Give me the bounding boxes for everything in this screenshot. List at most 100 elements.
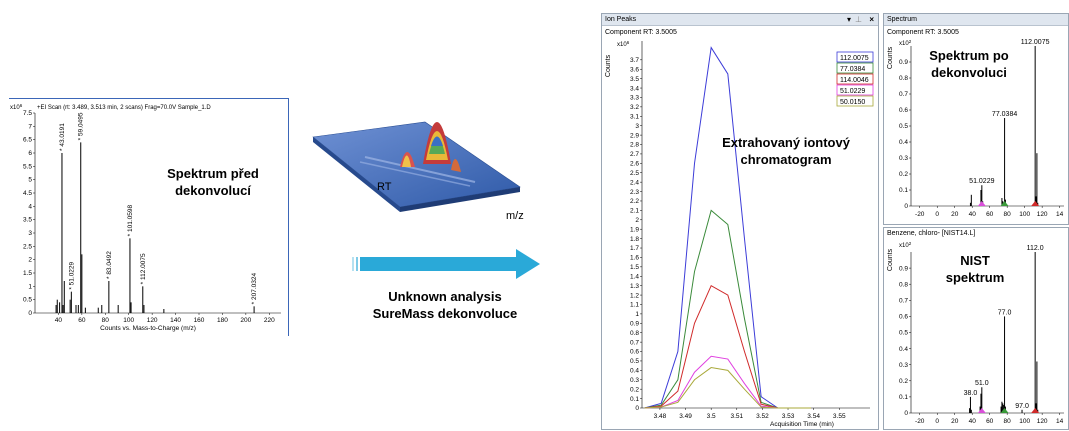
- mz-label: m/z: [506, 210, 524, 222]
- scan-y-tick-label: 3.5: [23, 217, 32, 224]
- surface-front: [400, 187, 520, 212]
- deconv-peak-label: 51.0229: [969, 178, 994, 185]
- ion-peaks-pane-title: Ion Peaks: [605, 16, 637, 23]
- process-arrow-stripe: [356, 257, 358, 271]
- eic-y-tick-label: 1.1: [630, 302, 639, 309]
- eic-y-tick-label: 1.5: [630, 264, 639, 271]
- nist-spectrum-label: NIST spektrum: [935, 252, 1015, 286]
- scan-peak-label: * 83.0492: [106, 251, 113, 279]
- scan-y-tick-label: 2: [28, 257, 32, 264]
- scan-peak-label: * 101.0598: [127, 205, 134, 237]
- eic-legend-label: 77.0384: [840, 66, 865, 73]
- process-arrow-head: [516, 249, 540, 279]
- nist-x-tick-label: 80: [1004, 418, 1012, 425]
- pane-close-icon[interactable]: ×: [869, 15, 874, 24]
- 3d-surface-plot: [312, 121, 521, 212]
- nist-x-tick-label: 0: [935, 418, 939, 425]
- before-label-line-2: dekonvolucí: [175, 183, 251, 198]
- eic-x-tick-label: 3.54: [807, 413, 820, 420]
- deconv-y-axis-label: Counts: [887, 46, 894, 69]
- after-deconvolution-label: Spektrum po dekonvoluci: [915, 47, 1023, 81]
- eic-y-tick-label: 2.4: [630, 179, 639, 186]
- deconv-x-tick-label: 0: [935, 211, 939, 218]
- surface-side: [313, 137, 400, 212]
- surface-ridge: [359, 161, 471, 187]
- deconv-subtitle: Component RT: 3.5005: [887, 29, 959, 36]
- deconv-x-tick-label: -20: [915, 211, 925, 218]
- surface-peak-side: [451, 158, 461, 172]
- surface-peak-large: [431, 136, 443, 146]
- eic-series-line: [644, 355, 812, 409]
- eic-multiplier: x106: [617, 40, 630, 48]
- scan-y-tick-label: 4.5: [23, 190, 32, 197]
- eic-x-tick-label: 3.49: [679, 413, 692, 420]
- scan-y-tick-label: 5: [28, 177, 32, 184]
- scan-y-tick-label: 0: [28, 310, 32, 317]
- surface-ridge: [364, 156, 476, 183]
- process-arrow: [352, 249, 540, 279]
- scan-y-tick-label: 6.5: [23, 137, 32, 144]
- eic-y-tick-label: 0.3: [630, 377, 639, 384]
- nist-pane-title: Benzene, chloro- [NIST14.L]: [887, 230, 976, 237]
- scan-panel: +EI Scan (rt: 3.489, 3.513 min, 2 scans)…: [9, 98, 289, 336]
- scan-x-tick-label: 60: [78, 317, 86, 324]
- deconv-y-tick-label: 0.2: [899, 171, 908, 178]
- eic-y-tick-label: 3.3: [630, 95, 639, 102]
- eic-y-tick-label: 1.4: [630, 273, 639, 280]
- ion-peaks-pane: Ion Peaks ▾ ⊥ × Component RT: 3.5005 x106…: [601, 13, 879, 430]
- pane-dropdown-icon[interactable]: ▾: [846, 15, 851, 24]
- scan-x-tick-label: 140: [170, 317, 181, 324]
- eic-x-tick-label: 3.51: [730, 413, 743, 420]
- scan-y-tick-label: 1: [28, 283, 32, 290]
- scan-peak-label: * 59.0495: [78, 112, 85, 140]
- scan-y-tick-label: 7: [28, 123, 32, 130]
- eic-y-tick-label: 2.8: [630, 142, 639, 149]
- eic-legend-label: 50.0150: [840, 99, 865, 106]
- eic-y-tick-label: 0.4: [630, 368, 639, 375]
- eic-y-tick-label: 1: [635, 311, 639, 318]
- deconv-peak-label: 112.0075: [1021, 39, 1050, 46]
- eic-x-tick-label: 3.52: [756, 413, 769, 420]
- scan-y-tick-label: 6: [28, 150, 32, 157]
- deconv-y-tick-label: 0: [904, 203, 908, 210]
- eic-y-tick-label: 1.2: [630, 292, 639, 299]
- eic-y-tick-label: 3.2: [630, 104, 639, 111]
- eic-legend-box: [836, 73, 874, 85]
- scan-y-tick-label: 3: [28, 230, 32, 237]
- nist-x-tick-label: 60: [986, 418, 994, 425]
- after-label-line-1: Spektrum po: [929, 48, 1009, 63]
- eic-y-tick-label: 1.9: [630, 226, 639, 233]
- deconv-x-tick-label: 60: [986, 211, 994, 218]
- nist-y-tick-label: 0.3: [899, 362, 908, 369]
- nist-peak-label: 38.0: [964, 390, 978, 397]
- nist-y-tick-label: 0.2: [899, 378, 908, 385]
- scan-y-tick-label: 7.5: [23, 110, 32, 117]
- deconv-multiplier: x102: [899, 39, 912, 47]
- scan-x-tick-label: 80: [102, 317, 110, 324]
- spectrum-pane: Spectrum Component RT: 3.5005 x102 Counts 0…: [883, 13, 1069, 225]
- eic-y-tick-label: 1.7: [630, 245, 639, 252]
- eic-y-tick-label: 3.1: [630, 113, 639, 120]
- scan-peak-label: * 43.0191: [59, 123, 66, 151]
- deconv-y-tick-label: 0.5: [899, 123, 908, 130]
- eic-y-tick-label: 2.5: [630, 170, 639, 177]
- nist-peak-label: 77.0: [998, 309, 1012, 316]
- eic-y-tick-label: 1.3: [630, 283, 639, 290]
- before-label-line-1: Spektrum před: [167, 166, 259, 181]
- eic-y-tick-label: 2: [635, 217, 639, 224]
- scan-peak-label: * 51.0229: [68, 261, 75, 289]
- eic-legend-label: 112.0075: [840, 55, 869, 62]
- ion-peaks-pane-header: Ion Peaks: [602, 14, 878, 26]
- eic-y-tick-label: 3.5: [630, 76, 639, 83]
- eic-series-line: [644, 284, 812, 409]
- deconv-y-tick-label: 0.4: [899, 139, 908, 146]
- pane-pin-icon[interactable]: ⊥: [855, 15, 862, 24]
- nist-y-tick-label: 0.9: [899, 265, 908, 272]
- eic-x-tick-label: 3.55: [833, 413, 846, 420]
- scan-peak-label: * 207.0324: [251, 273, 258, 305]
- eic-y-tick-label: 0.6: [630, 349, 639, 356]
- arrow-caption-line-1: Unknown analysis: [388, 289, 502, 304]
- before-deconvolution-label: Spektrum před dekonvolucí: [148, 165, 278, 199]
- spectrum-pane-header: Spectrum: [884, 14, 1068, 26]
